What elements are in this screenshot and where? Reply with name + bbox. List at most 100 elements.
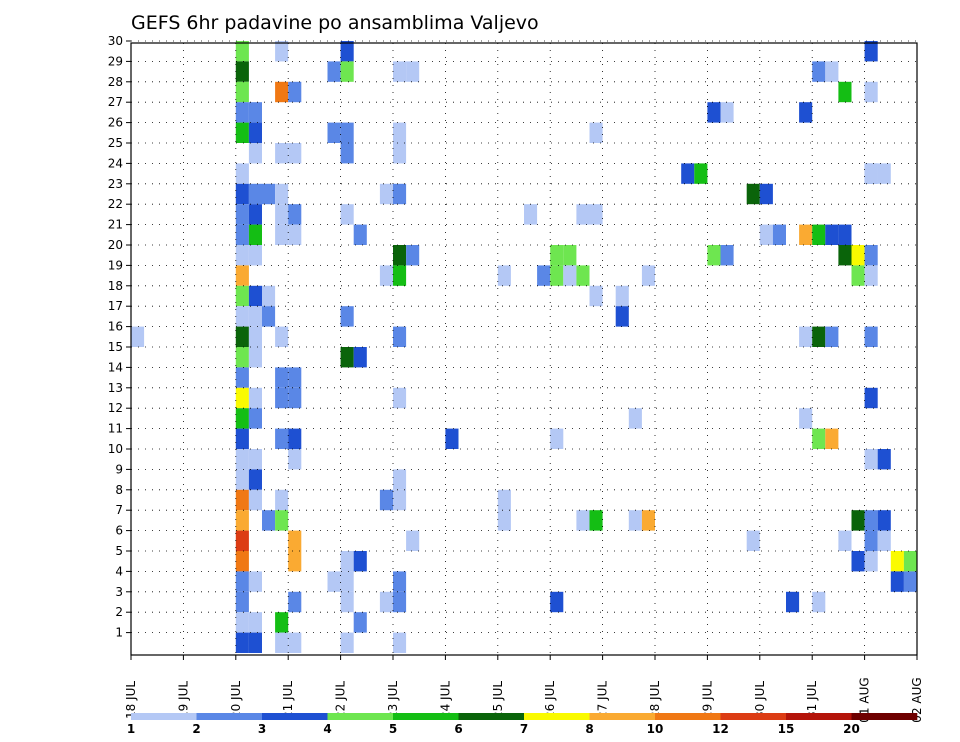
heatmap-cell — [550, 591, 564, 613]
heatmap-cell — [235, 367, 249, 388]
x-tick-label: 01 AUG — [858, 677, 872, 722]
heatmap-cell — [759, 183, 773, 205]
colorbar-label: 2 — [192, 722, 200, 736]
heatmap-cell — [563, 265, 577, 286]
heatmap-cell — [393, 469, 407, 490]
heatmap-cell — [393, 489, 407, 511]
heatmap-cell — [825, 326, 839, 347]
heatmap-cell — [707, 102, 721, 123]
colorbar-swatch — [196, 713, 263, 720]
heatmap-cell — [576, 510, 590, 531]
heatmap-cell — [248, 224, 262, 245]
heatmap-cell — [524, 204, 538, 225]
heatmap-cell — [340, 571, 354, 592]
heatmap-cell — [235, 449, 249, 470]
heatmap-cell — [235, 183, 249, 205]
colorbar-label: 10 — [647, 722, 664, 736]
chart-title: GEFS 6hr padavine po ansamblima Valjevo — [131, 12, 539, 34]
heatmap-cell — [497, 510, 511, 531]
heatmap-cell — [275, 387, 289, 409]
heatmap-cell — [288, 428, 302, 449]
y-tick-label: 27 — [108, 95, 123, 109]
heatmap-cell — [235, 245, 249, 266]
heatmap-cell — [393, 122, 407, 143]
heatmap-cell — [248, 449, 262, 470]
heatmap-cell — [288, 224, 302, 245]
x-tick-label: 23 JUL — [386, 681, 400, 719]
heatmap-cell — [550, 245, 564, 266]
y-tick-label: 21 — [108, 218, 123, 232]
y-tick-label: 26 — [108, 116, 123, 130]
heatmap-cell — [864, 551, 878, 572]
heatmap-cell — [275, 367, 289, 388]
heatmap-cell — [864, 41, 878, 62]
heatmap-cell — [131, 326, 145, 347]
y-tick-label: 28 — [108, 75, 123, 89]
y-tick-label: 29 — [108, 54, 123, 68]
heatmap-cell — [379, 183, 393, 205]
heatmap-cell — [589, 285, 603, 307]
heatmap-cell — [838, 245, 852, 266]
heatmap-cell — [235, 326, 249, 347]
heatmap-cell — [812, 428, 826, 449]
heatmap-cell — [235, 469, 249, 490]
heatmap-cell — [615, 306, 629, 327]
heatmap-cell — [759, 224, 773, 245]
plot-frame — [130, 42, 918, 656]
heatmap-cell — [288, 387, 302, 409]
y-tick-label: 4 — [115, 564, 123, 578]
heatmap-cell — [327, 61, 341, 82]
heatmap-cell — [864, 530, 878, 551]
y-tick-label: 8 — [115, 483, 123, 497]
heatmap-cell — [628, 408, 642, 429]
heatmap-cell — [589, 204, 603, 225]
y-tick-label: 2 — [115, 605, 123, 619]
colorbar-swatch — [131, 713, 197, 720]
y-tick-label: 11 — [108, 422, 123, 436]
heatmap-cell — [406, 530, 420, 551]
heatmap-cell — [235, 41, 249, 62]
heatmap-cell — [235, 61, 249, 82]
colorbar-label: 1 — [127, 722, 135, 736]
heatmap-cell — [812, 591, 826, 613]
heatmap-cell — [340, 204, 354, 225]
heatmap-cell — [248, 326, 262, 347]
heatmap-cell — [340, 591, 354, 613]
y-tick-label: 6 — [115, 524, 123, 538]
heatmap-cell — [799, 326, 813, 347]
x-axis: 18 JUL 19 JUL 20 JUL 21 JUL 22 JUL 23 JUL 24 J… — [124, 655, 924, 723]
heatmap-cell — [550, 428, 564, 449]
heatmap-cell — [406, 245, 420, 266]
y-tick-label: 30 — [108, 34, 123, 48]
heatmap-cell — [235, 408, 249, 429]
heatmap-cell — [864, 510, 878, 531]
heatmap-cell — [288, 449, 302, 470]
heatmap-cell — [812, 224, 826, 245]
heatmap-cell — [235, 530, 249, 551]
heatmap-cell — [353, 224, 367, 245]
y-tick-label: 7 — [115, 503, 123, 517]
heatmap-cell — [275, 183, 289, 205]
heatmap-cell — [864, 81, 878, 103]
heatmap-cell — [275, 510, 289, 531]
heatmap-cell — [353, 551, 367, 572]
colorbar-swatch — [327, 713, 394, 720]
y-tick-label: 14 — [108, 360, 123, 374]
heatmap-cell — [235, 612, 249, 633]
heatmap-cell — [379, 489, 393, 511]
heatmap-cell — [563, 245, 577, 266]
heatmap-cell — [825, 428, 839, 449]
colorbar-label: 20 — [843, 722, 860, 736]
y-tick-label: 3 — [115, 585, 123, 599]
colorbar-swatch — [655, 713, 721, 720]
heatmap-cell — [825, 61, 839, 82]
heatmap-cell — [248, 612, 262, 633]
heatmap-cell — [235, 204, 249, 225]
colorbar-label: 3 — [258, 722, 266, 736]
x-tick-label: 26 JUL — [543, 681, 557, 719]
heatmap-cell — [248, 469, 262, 490]
heatmap-cell — [275, 612, 289, 633]
heatmap-cell — [812, 326, 826, 347]
x-tick-label: 18 JUL — [124, 681, 138, 719]
heatmap-cell — [275, 489, 289, 511]
